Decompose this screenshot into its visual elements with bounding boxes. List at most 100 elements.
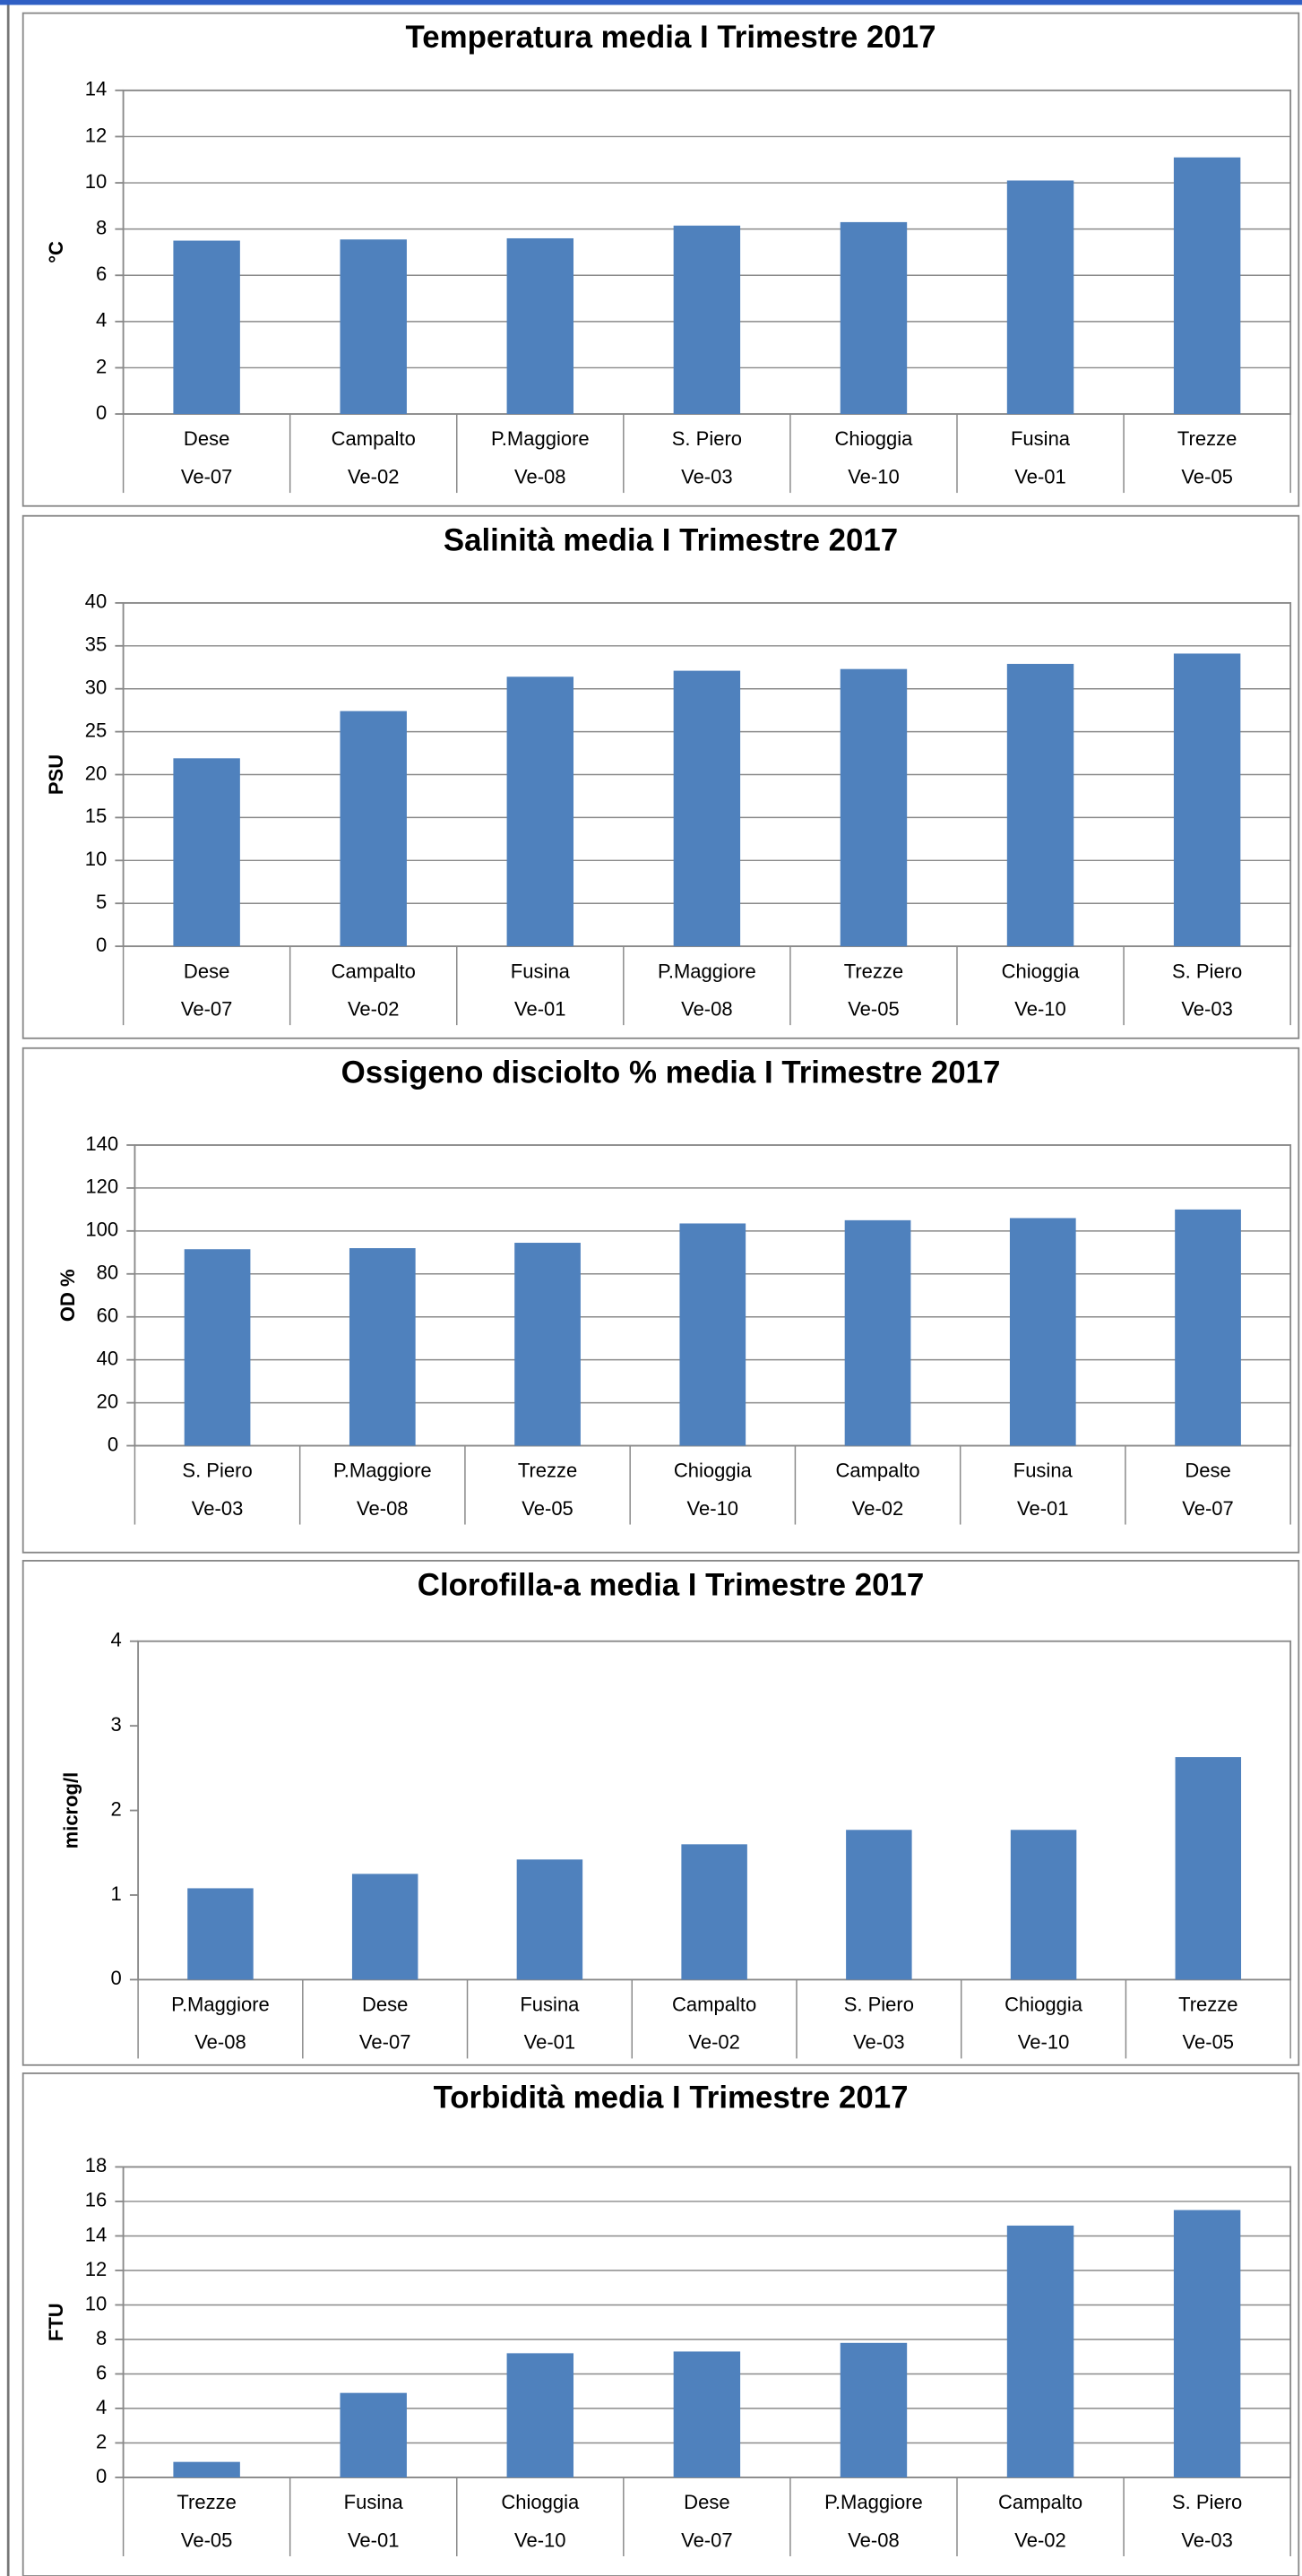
y-tick-label: 10 [85,2292,107,2314]
bar [516,1859,583,1980]
bar [1173,2210,1241,2477]
y-tick-label: 14 [85,78,107,100]
y-tick-label: 6 [96,263,107,285]
x-tick-code: Ve-07 [181,465,233,487]
y-tick-label: 8 [96,216,107,238]
chart-title: Clorofilla-a media I Trimestre 2017 [418,1567,924,1602]
y-tick-label: 6 [96,2361,107,2383]
x-tick-code: Ve-10 [1014,997,1066,1020]
y-axis-title: PSU [45,754,67,795]
y-tick-label: 8 [96,2327,107,2349]
x-tick-label: Dese [184,427,229,450]
y-tick-label: 20 [85,762,107,784]
y-tick-label: 25 [85,719,107,741]
y-tick-label: 1 [111,1882,122,1905]
y-tick-label: 2 [96,2430,107,2452]
x-tick-code: Ve-01 [514,997,566,1020]
y-tick-label: 40 [85,590,107,613]
y-tick-label: 100 [85,1219,118,1241]
x-tick-label: Campalto [835,1460,919,1482]
x-tick-label: Trezze [1178,1994,1237,2016]
x-tick-code: Ve-05 [522,1497,573,1520]
x-tick-code: Ve-03 [853,2031,905,2054]
bar [1175,1757,1242,1980]
bar [844,1219,911,1446]
x-tick-label: Fusina [344,2491,404,2513]
bar [351,1874,418,1980]
bar [1173,157,1241,415]
bar [846,1830,912,1980]
y-tick-label: 0 [111,1967,122,1989]
x-tick-label: Fusina [1011,427,1071,450]
bar [1009,1218,1076,1446]
x-tick-code: Ve-02 [688,2031,740,2054]
bar [1010,1830,1077,1980]
x-tick-code: Ve-05 [1183,2031,1235,2054]
x-tick-label: P.Maggiore [333,1460,432,1482]
y-tick-label: 60 [97,1305,118,1327]
bar [840,221,908,415]
y-tick-label: 4 [96,2396,107,2418]
x-tick-code: Ve-03 [1181,997,1233,1020]
x-tick-code: Ve-08 [514,465,566,487]
y-tick-label: 5 [96,891,107,913]
x-tick-label: Chioggia [501,2491,580,2513]
top-border [0,0,1302,5]
y-tick-label: 40 [97,1347,118,1369]
chart-title: Temperatura media I Trimestre 2017 [406,20,936,55]
x-tick-label: P.Maggiore [171,1994,270,2016]
bar [340,239,407,415]
bar [673,2351,741,2477]
x-tick-code: Ve-02 [1014,2529,1066,2551]
bar [1173,653,1241,947]
x-tick-code: Ve-02 [348,465,400,487]
x-tick-label: Trezze [177,2491,236,2513]
bar [506,676,574,947]
y-tick-label: 12 [85,2258,107,2280]
x-tick-code: Ve-10 [1018,2031,1070,2054]
bar [514,1243,581,1446]
x-tick-code: Ve-10 [687,1497,739,1520]
x-tick-label: Campalto [998,2491,1082,2513]
bar [679,1223,746,1446]
y-tick-label: 10 [85,848,107,870]
x-tick-code: Ve-02 [348,997,400,1020]
bar [173,758,240,947]
x-tick-label: Fusina [520,1994,580,2016]
x-tick-code: Ve-07 [681,2529,733,2551]
bar [173,240,240,415]
x-tick-label: Dese [184,960,229,982]
x-tick-code: Ve-07 [359,2031,411,2054]
y-tick-label: 3 [111,1713,122,1736]
x-tick-code: Ve-08 [357,1497,409,1520]
bar [349,1248,416,1446]
bar [340,2392,407,2477]
x-tick-code: Ve-10 [514,2529,566,2551]
y-tick-label: 14 [85,2223,107,2245]
y-tick-label: 2 [111,1797,122,1820]
x-tick-code: Ve-01 [348,2529,400,2551]
y-tick-label: 4 [111,1629,122,1651]
bar [681,1844,747,1980]
x-tick-code: Ve-05 [1181,465,1233,487]
bar [187,1888,254,1980]
y-tick-label: 4 [96,309,107,332]
x-tick-label: Campalto [672,1994,756,2016]
bar [506,237,574,415]
bar [673,225,741,415]
x-tick-code: Ve-08 [681,997,733,1020]
y-axis-title: microg/l [60,1772,82,1849]
x-tick-code: Ve-08 [848,2529,900,2551]
chart-title: Torbidità media I Trimestre 2017 [434,2080,909,2115]
x-tick-label: Fusina [511,960,571,982]
y-tick-label: 120 [85,1176,118,1198]
bar [840,668,908,947]
y-tick-label: 2 [96,355,107,377]
x-tick-label: Fusina [1013,1460,1074,1482]
bar [1006,663,1074,947]
y-tick-label: 0 [96,934,107,956]
x-tick-label: P.Maggiore [824,2491,923,2513]
y-tick-label: 35 [85,633,107,656]
y-axis-title: FTU [45,2303,67,2341]
